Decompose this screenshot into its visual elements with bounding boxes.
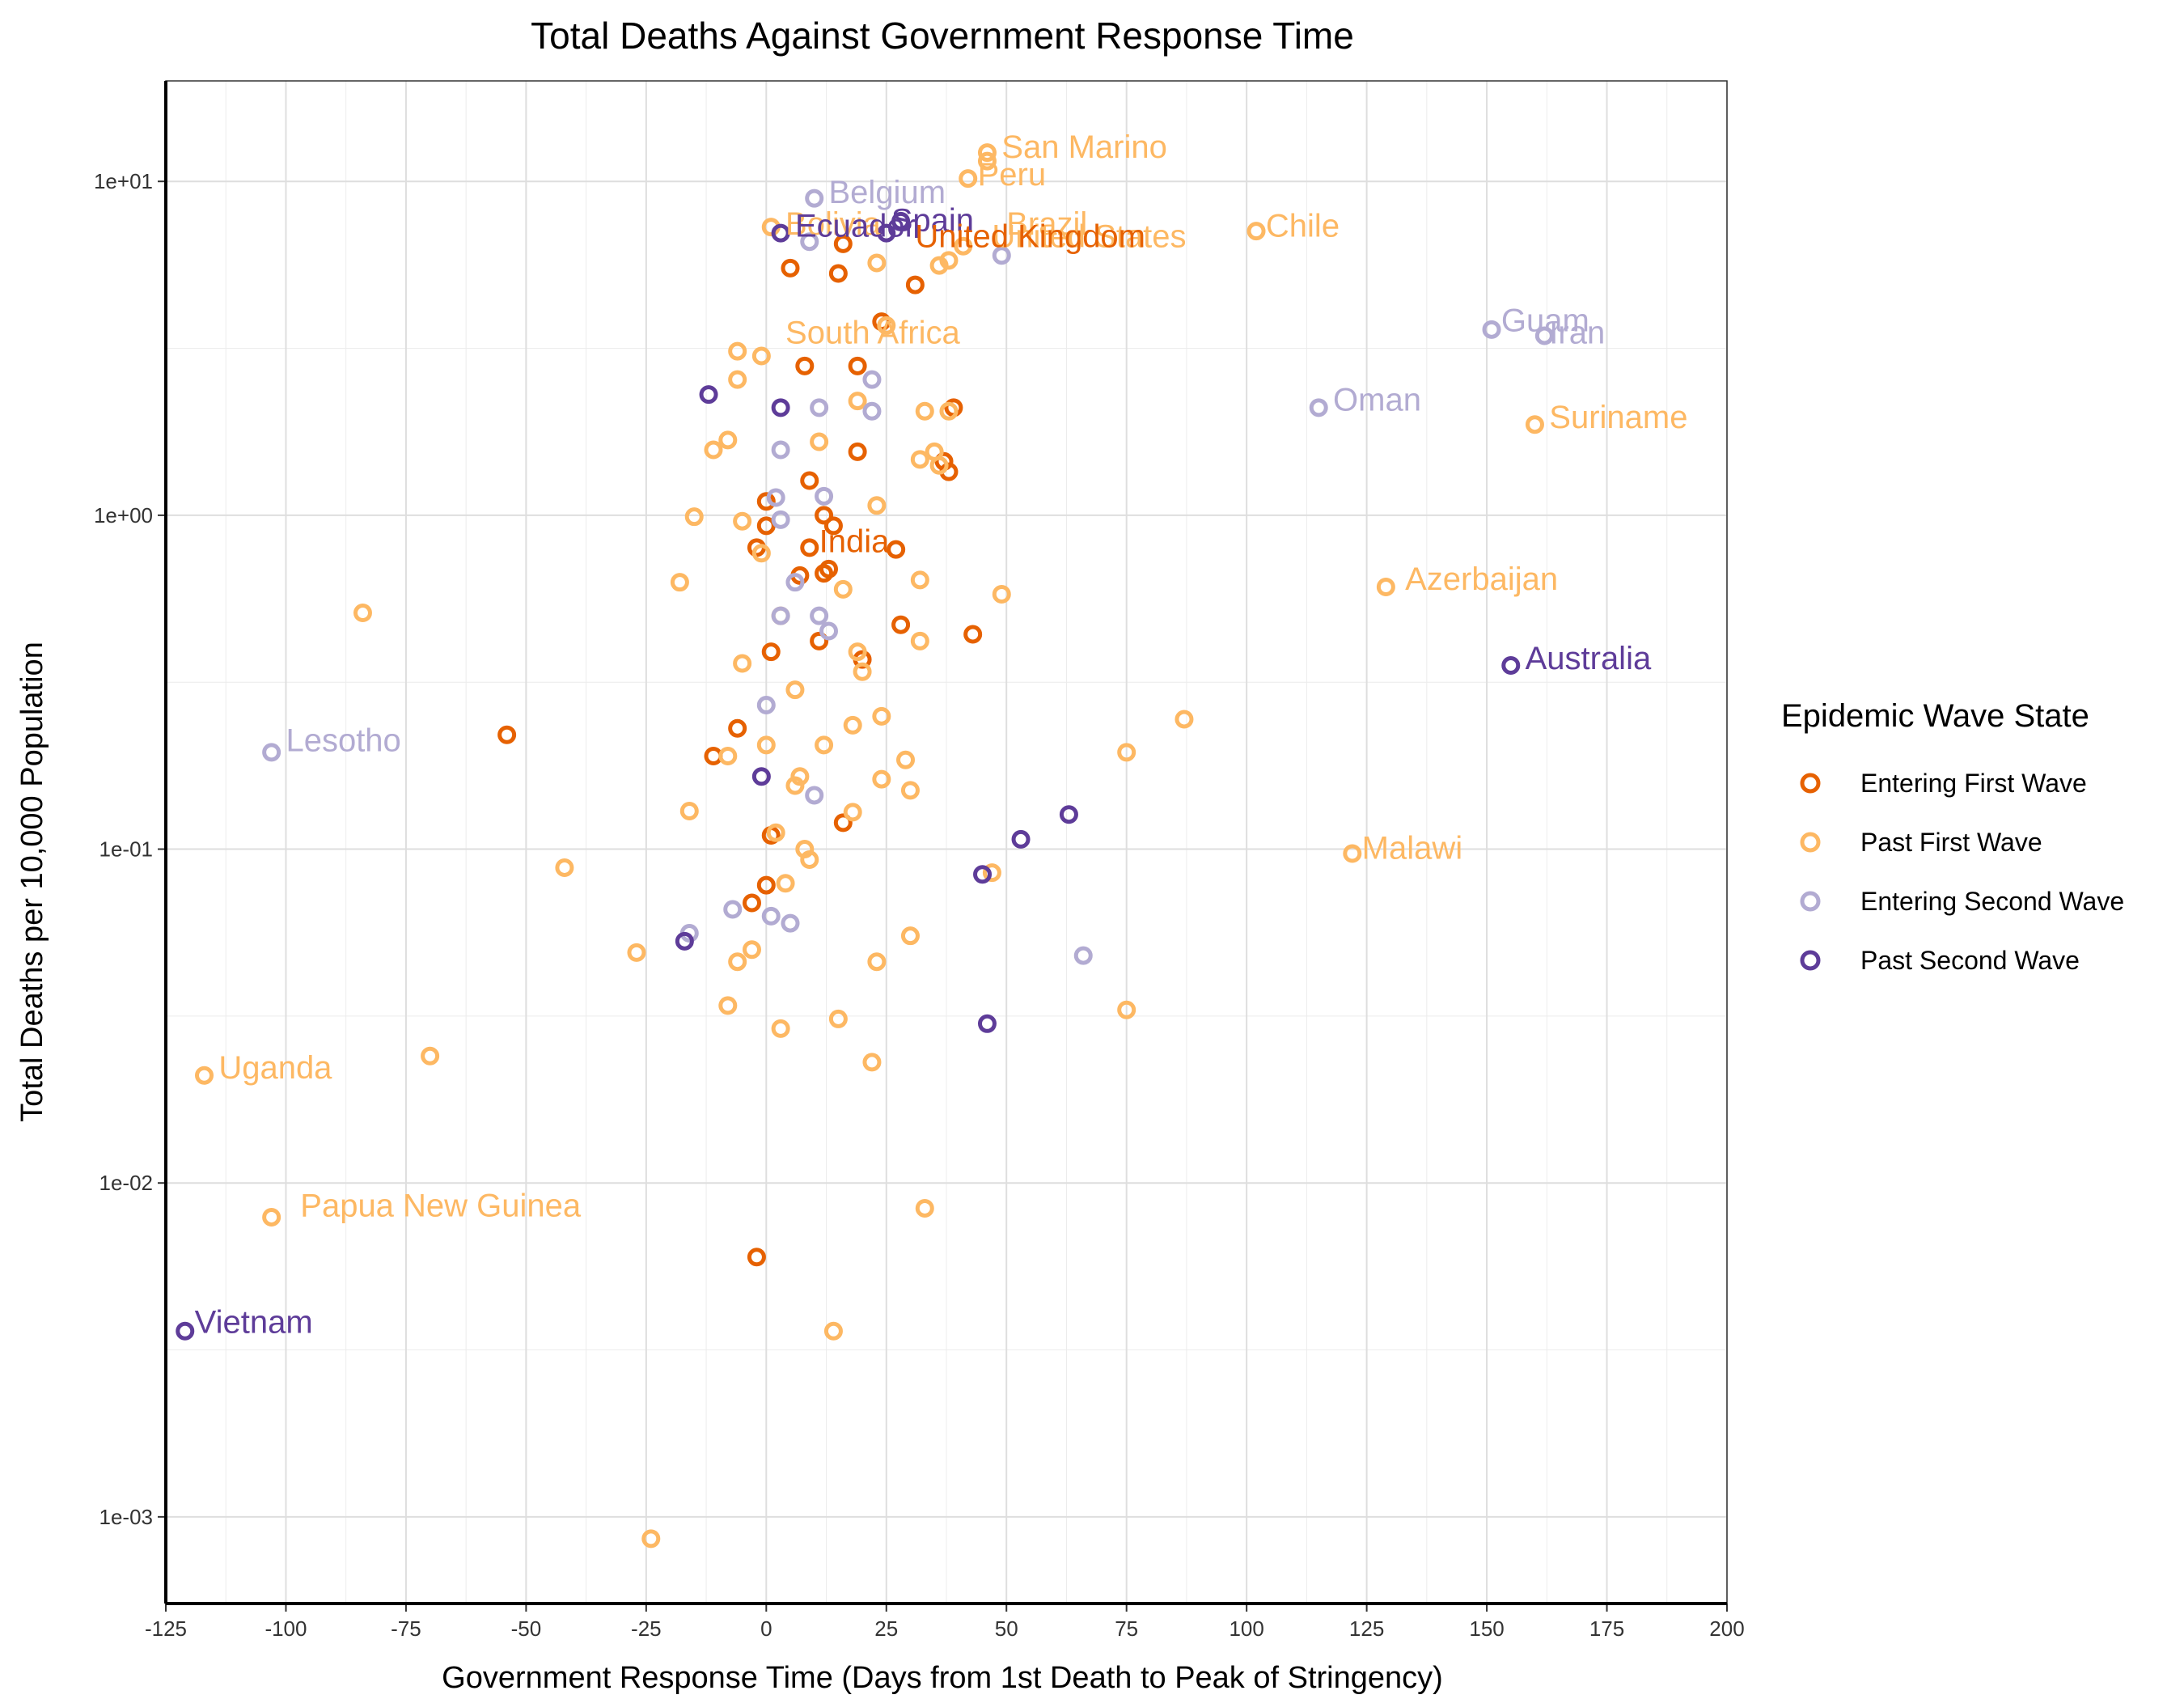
point-label: Oman [1333, 383, 1421, 418]
x-tick-label: -75 [391, 1616, 421, 1641]
legend-key [1802, 952, 1818, 968]
legend-title: Epidemic Wave State [1781, 698, 2089, 734]
legend-key [1802, 834, 1818, 850]
y-tick-label: 1e+01 [94, 169, 153, 193]
x-tick-label: -100 [265, 1616, 307, 1641]
gridlines [166, 81, 1727, 1604]
y-tick-label: 1e-03 [99, 1505, 154, 1529]
legend: Epidemic Wave State Entering First Wave P… [1781, 698, 2124, 975]
point-label: Malawi [1362, 831, 1462, 866]
chart-title: Total Deaths Against Government Response… [531, 15, 1354, 57]
point-label: Papua New Guinea [300, 1188, 582, 1223]
point-label: Peru [978, 157, 1047, 193]
y-tick-label: 1e+00 [94, 503, 153, 527]
point-label: Ecuador [795, 209, 916, 244]
point-label: Chile [1266, 209, 1340, 244]
x-tick-label: -125 [145, 1616, 187, 1641]
legend-key [1802, 893, 1818, 909]
legend-label: Entering First Wave [1860, 769, 2087, 798]
y-tick-label: 1e-01 [99, 837, 154, 862]
x-tick-label: 25 [874, 1616, 898, 1641]
x-tick-label: -50 [511, 1616, 542, 1641]
x-tick-label: 50 [995, 1616, 1018, 1641]
x-tick-label: -25 [631, 1616, 662, 1641]
y-tick-label: 1e-02 [99, 1171, 154, 1195]
x-tick-label: 150 [1469, 1616, 1504, 1641]
point-label: Uganda [218, 1050, 332, 1086]
x-tick-label: 0 [760, 1616, 772, 1641]
point-label: Vietnam [195, 1305, 313, 1341]
point-label: India [819, 523, 890, 559]
point-label: Lesotho [286, 723, 400, 759]
x-tick-label: 125 [1349, 1616, 1384, 1641]
point-label: Iran [1549, 315, 1605, 350]
legend-key [1802, 775, 1818, 791]
legend-label: Entering Second Wave [1860, 887, 2124, 916]
x-tick-label: 200 [1709, 1616, 1744, 1641]
point-label: Suriname [1549, 400, 1687, 435]
x-tick-label: 175 [1589, 1616, 1624, 1641]
legend-label: Past First Wave [1860, 828, 2042, 857]
point-label: Australia [1526, 641, 1652, 676]
point-label: South Africa [785, 315, 960, 350]
x-axis-title: Government Response Time (Days from 1st … [442, 1661, 1443, 1695]
legend-label: Past Second Wave [1860, 946, 2080, 975]
point-label: Azerbaijan [1405, 561, 1558, 597]
x-tick-label: 75 [1115, 1616, 1138, 1641]
x-tick-label: 100 [1229, 1616, 1263, 1641]
y-axis-title: Total Deaths per 10,000 Population [15, 642, 49, 1122]
point-label: United Kingdom [915, 218, 1145, 254]
